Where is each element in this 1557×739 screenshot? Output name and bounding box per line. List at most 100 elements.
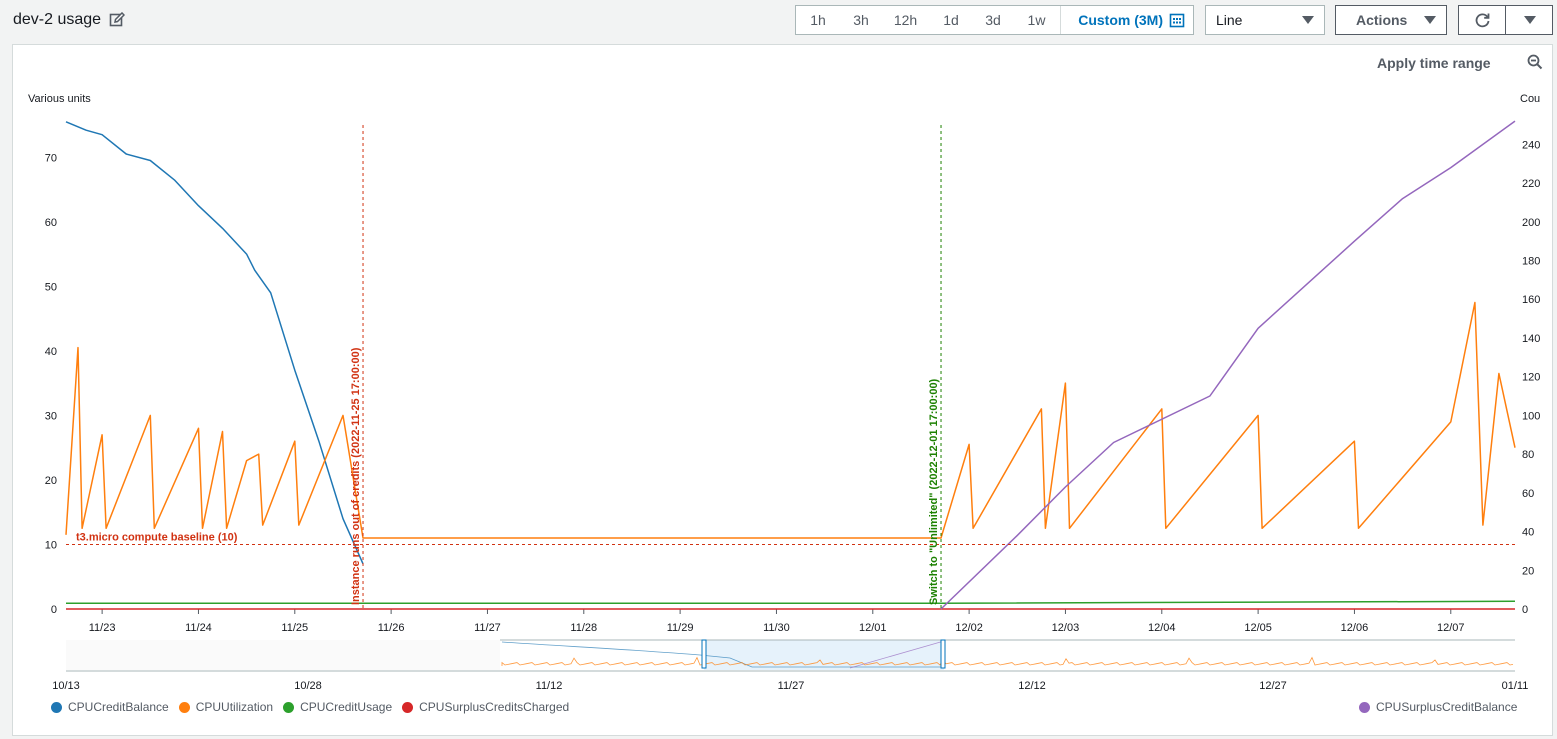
y-right-tick-label: 220 [1522, 178, 1540, 190]
refresh-options-button[interactable] [1505, 5, 1553, 35]
x-tick-label: 11/26 [378, 622, 405, 634]
legend-item[interactable]: CPUCreditBalance [51, 700, 169, 714]
widget-title: dev-2 usage [13, 11, 102, 28]
navigator-series-utilization [501, 656, 1514, 666]
y-right-tick-label: 0 [1522, 604, 1528, 616]
navigator-x-tick-label: 01/11 [1502, 680, 1529, 692]
actions-label: Actions [1356, 12, 1408, 28]
navigator-x-tick-label: 12/27 [1259, 680, 1287, 692]
y-tick-label: 30 [45, 410, 57, 422]
x-tick-label: 11/24 [185, 622, 212, 634]
refresh-icon [1475, 13, 1490, 28]
baseline-annotation-label: t3.micro compute baseline (10) [76, 531, 238, 543]
navigator-x-tick-label: 11/27 [778, 680, 805, 692]
x-tick-label: 12/05 [1244, 622, 1272, 634]
y-tick-label: 50 [45, 281, 57, 293]
chevron-down-icon [1302, 16, 1314, 24]
navigator-data-area [500, 640, 1515, 670]
apply-time-range-button[interactable]: Apply time range [1377, 55, 1491, 71]
legend-right: CPUSurplusCreditBalance [1359, 700, 1527, 714]
legend-swatch [1359, 701, 1370, 713]
vertical-annotation-label: Instance runs out of credits (2022-11-25… [350, 347, 362, 605]
y-right-tick-label: 40 [1522, 527, 1534, 539]
actions-button[interactable]: Actions [1335, 5, 1447, 35]
navigator-series-surplus [849, 640, 945, 669]
legend-label: CPUSurplusCreditBalance [1376, 700, 1518, 714]
legend-left: CPUCreditBalance CPUUtilization CPUCreditU… [51, 700, 579, 714]
zoom-out-icon[interactable] [1527, 54, 1543, 70]
y-tick-label: 0 [51, 604, 57, 616]
series-line-cpucreditusage [66, 600, 1516, 604]
series-line-cpusurpluscreditbalance [940, 120, 1516, 610]
legend-item[interactable]: CPUSurplusCreditBalance [1359, 700, 1517, 714]
legend-item[interactable]: CPUUtilization [178, 700, 274, 714]
x-tick-label: 12/02 [955, 622, 983, 634]
legend-swatch [402, 701, 414, 713]
legend-label: CPUSurplusCreditsCharged [419, 700, 570, 714]
legend-label: CPUCreditUsage [300, 700, 393, 714]
legend-item[interactable]: CPUCreditUsage [283, 700, 392, 714]
navigator-x-tick-label: 12/12 [1018, 680, 1046, 692]
navigator-selection [704, 640, 944, 670]
x-tick-label: 12/04 [1148, 622, 1176, 634]
x-tick-label: 12/06 [1341, 622, 1369, 634]
y-tick-label: 60 [45, 217, 57, 229]
time-range-divider [1060, 6, 1061, 34]
x-tick-label: 11/30 [763, 622, 790, 634]
y-tick-label: 70 [45, 152, 57, 164]
view-type-value: Line [1216, 12, 1243, 28]
y-right-tick-label: 80 [1522, 449, 1534, 461]
dashboard-header: dev-2 usage 1h 3h 12h 1d 3d 1w Custom (3… [0, 0, 1557, 42]
x-tick-label: 12/01 [859, 622, 887, 634]
series-line-cpuutilization [65, 301, 1516, 539]
legend-item[interactable]: CPUSurplusCreditsCharged [402, 700, 569, 714]
time-range-3h[interactable]: 3h [853, 12, 869, 28]
x-tick-label: 11/23 [89, 622, 116, 634]
legend-label: CPUCreditBalance [68, 700, 169, 714]
y-tick-label: 10 [45, 539, 57, 551]
legend-swatch [178, 701, 190, 713]
x-tick-label: 11/29 [667, 622, 694, 634]
x-tick-label: 12/07 [1437, 622, 1465, 634]
legend-swatch [283, 701, 295, 713]
time-range-1w[interactable]: 1w [1027, 12, 1046, 28]
y-right-tick-label: 240 [1522, 139, 1540, 151]
x-tick-label: 11/28 [570, 622, 597, 634]
y-tick-label: 40 [45, 346, 57, 358]
navigator-series-credit-balance [501, 641, 944, 668]
time-range-selector: 1h 3h 12h 1d 3d 1w Custom (3M) [795, 5, 1194, 35]
navigator-x-tick-label: 10/13 [52, 680, 80, 692]
chevron-down-icon [1524, 16, 1536, 24]
navigator-x-tick-label: 11/12 [536, 680, 563, 692]
y-right-tick-label: 20 [1522, 565, 1534, 577]
vertical-annotation-label: Switch to "Unlimited" (2022-12-01 17:00:… [928, 378, 940, 605]
y-right-tick-label: 60 [1522, 488, 1534, 500]
chevron-down-icon [1424, 16, 1436, 24]
y-axis-right-title: Cou [1520, 93, 1540, 105]
y-right-tick-label: 140 [1522, 333, 1540, 345]
time-range-1h[interactable]: 1h [810, 12, 826, 28]
navigator-handle-left [701, 639, 707, 669]
x-tick-label: 12/03 [1052, 622, 1080, 634]
y-right-tick-label: 200 [1522, 217, 1540, 229]
time-range-12h[interactable]: 12h [893, 12, 918, 28]
time-range-1d[interactable]: 1d [943, 12, 959, 28]
legend-swatch [51, 701, 62, 713]
time-range-3d[interactable]: 3d [985, 12, 1001, 28]
series-line-cpucreditbalance [65, 121, 364, 565]
y-right-tick-label: 160 [1522, 294, 1540, 306]
navigator-x-tick-label: 10/28 [294, 680, 322, 692]
legend-label: CPUUtilization [195, 700, 274, 714]
time-range-custom[interactable]: Custom (3M) [1078, 12, 1163, 28]
y-right-tick-label: 180 [1522, 256, 1540, 268]
edit-icon[interactable] [109, 12, 125, 28]
calendar-icon[interactable] [1169, 12, 1185, 28]
x-tick-label: 11/27 [474, 622, 501, 634]
navigator-handle-right [940, 639, 946, 669]
y-tick-label: 20 [45, 475, 57, 487]
view-type-select[interactable]: Line [1205, 5, 1325, 35]
y-axis-title: Various units [28, 93, 91, 105]
y-right-tick-label: 120 [1522, 372, 1540, 384]
x-tick-label: 11/25 [281, 622, 308, 634]
